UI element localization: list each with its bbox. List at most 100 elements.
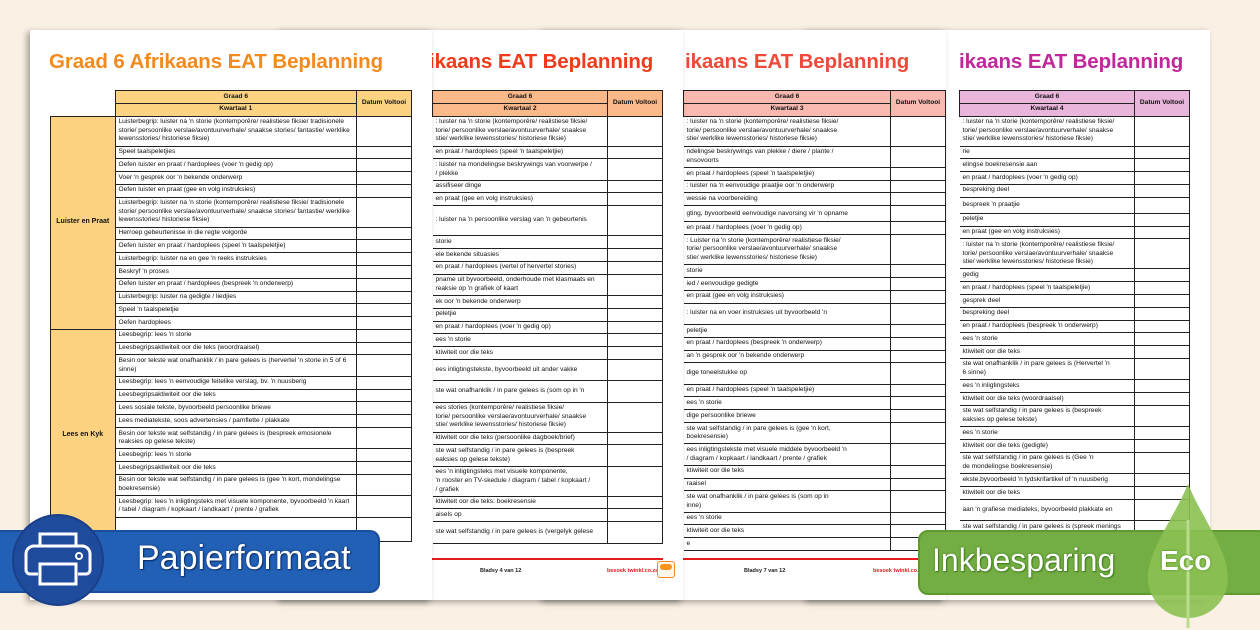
date-completed-cell[interactable] (356, 252, 412, 266)
date-completed-cell[interactable] (890, 221, 946, 236)
date-completed-cell[interactable] (890, 264, 946, 278)
date-completed-cell[interactable] (607, 248, 663, 262)
date-completed-cell[interactable] (607, 273, 663, 296)
date-completed-cell[interactable] (890, 349, 946, 364)
date-completed-cell[interactable] (607, 444, 663, 467)
date-completed-cell[interactable] (607, 495, 663, 510)
date-completed-cell[interactable] (890, 277, 946, 291)
date-completed-cell[interactable] (607, 401, 663, 433)
date-completed-cell[interactable] (1134, 268, 1190, 283)
date-completed-cell[interactable] (890, 205, 946, 223)
date-completed-cell[interactable] (356, 426, 412, 450)
date-completed-cell[interactable] (890, 192, 946, 207)
date-completed-cell[interactable] (890, 383, 946, 398)
date-completed-cell[interactable] (1134, 345, 1190, 359)
date-completed-cell[interactable] (1134, 404, 1190, 428)
date-completed-cell[interactable] (356, 145, 412, 160)
date-completed-cell[interactable] (1134, 183, 1190, 198)
date-completed-cell[interactable] (607, 294, 663, 309)
date-completed-cell[interactable] (1134, 158, 1190, 173)
date-completed-cell[interactable] (356, 303, 412, 318)
date-completed-cell[interactable] (356, 171, 412, 185)
date-completed-cell[interactable] (607, 205, 663, 237)
date-completed-cell[interactable] (890, 421, 946, 445)
date-completed-cell[interactable] (890, 511, 946, 526)
date-completed-cell[interactable] (356, 341, 412, 356)
date-completed-cell[interactable] (607, 380, 663, 403)
date-completed-cell[interactable] (890, 166, 946, 181)
date-completed-cell[interactable] (1134, 281, 1190, 295)
date-completed-cell[interactable] (356, 264, 412, 279)
date-completed-cell[interactable] (356, 473, 412, 497)
date-completed-cell[interactable] (607, 307, 663, 322)
date-completed-cell[interactable] (607, 333, 663, 348)
date-completed-cell[interactable] (356, 158, 412, 173)
date-completed-cell[interactable] (1134, 451, 1190, 475)
date-completed-cell[interactable] (1134, 357, 1190, 381)
date-completed-cell[interactable] (890, 443, 946, 466)
date-completed-cell[interactable] (890, 362, 946, 385)
date-completed-cell[interactable] (607, 508, 663, 523)
date-completed-cell[interactable] (607, 358, 663, 382)
date-completed-cell[interactable] (1134, 392, 1190, 406)
date-completed-cell[interactable] (356, 401, 412, 416)
date-completed-cell[interactable] (1134, 238, 1190, 270)
date-completed-cell[interactable] (607, 145, 663, 160)
date-completed-cell[interactable] (1134, 379, 1190, 394)
date-completed-cell[interactable] (890, 115, 946, 147)
date-completed-cell[interactable] (356, 183, 412, 198)
date-completed-cell[interactable] (1134, 171, 1190, 185)
date-completed-cell[interactable] (890, 477, 946, 492)
date-completed-cell[interactable] (890, 179, 946, 194)
twinkl-link[interactable]: besoek twinkl.co.za (873, 568, 925, 574)
date-completed-cell[interactable] (890, 396, 946, 411)
date-completed-cell[interactable] (1134, 212, 1190, 227)
date-completed-cell[interactable] (607, 179, 663, 194)
date-completed-cell[interactable] (1134, 332, 1190, 347)
date-completed-cell[interactable] (890, 409, 946, 423)
date-completed-cell[interactable] (1134, 115, 1190, 147)
date-completed-cell[interactable] (1134, 196, 1190, 214)
date-completed-cell[interactable] (356, 388, 412, 403)
date-completed-cell[interactable] (890, 234, 946, 266)
date-completed-cell[interactable] (1134, 225, 1190, 240)
date-completed-cell[interactable] (890, 336, 946, 351)
date-completed-cell[interactable] (356, 328, 412, 343)
date-completed-cell[interactable] (1134, 426, 1190, 440)
date-completed-cell[interactable] (607, 235, 663, 250)
date-completed-cell[interactable] (356, 226, 412, 241)
date-completed-cell[interactable] (356, 495, 412, 518)
date-completed-cell[interactable] (890, 323, 946, 338)
date-completed-cell[interactable] (356, 115, 412, 147)
date-completed-cell[interactable] (356, 277, 412, 292)
date-completed-cell[interactable] (1134, 438, 1190, 453)
date-completed-cell[interactable] (607, 320, 663, 335)
date-completed-cell[interactable] (1134, 293, 1190, 308)
date-completed-cell[interactable] (356, 448, 412, 463)
date-completed-cell[interactable] (607, 346, 663, 360)
date-completed-cell[interactable] (356, 461, 412, 475)
date-completed-cell[interactable] (890, 145, 946, 168)
date-completed-cell[interactable] (356, 290, 412, 305)
twinkl-link[interactable]: besoek twinkl.co.za (607, 568, 659, 574)
date-completed-cell[interactable] (356, 354, 412, 377)
date-completed-cell[interactable] (356, 239, 412, 254)
date-completed-cell[interactable] (607, 115, 663, 147)
date-completed-cell[interactable] (607, 521, 663, 544)
date-completed-cell[interactable] (890, 289, 946, 304)
date-completed-cell[interactable] (356, 196, 412, 228)
date-completed-cell[interactable] (607, 192, 663, 207)
date-completed-cell[interactable] (1134, 306, 1190, 321)
date-completed-cell[interactable] (356, 414, 412, 428)
date-completed-cell[interactable] (1134, 319, 1190, 334)
date-completed-cell[interactable] (356, 316, 412, 330)
date-completed-cell[interactable] (607, 260, 663, 275)
date-completed-cell[interactable] (890, 490, 946, 513)
date-completed-cell[interactable] (607, 465, 663, 497)
date-completed-cell[interactable] (607, 431, 663, 446)
date-completed-cell[interactable] (356, 375, 412, 390)
date-completed-cell[interactable] (890, 302, 946, 325)
date-completed-cell[interactable] (607, 158, 663, 181)
date-completed-cell[interactable] (890, 464, 946, 479)
date-completed-cell[interactable] (1134, 145, 1190, 160)
